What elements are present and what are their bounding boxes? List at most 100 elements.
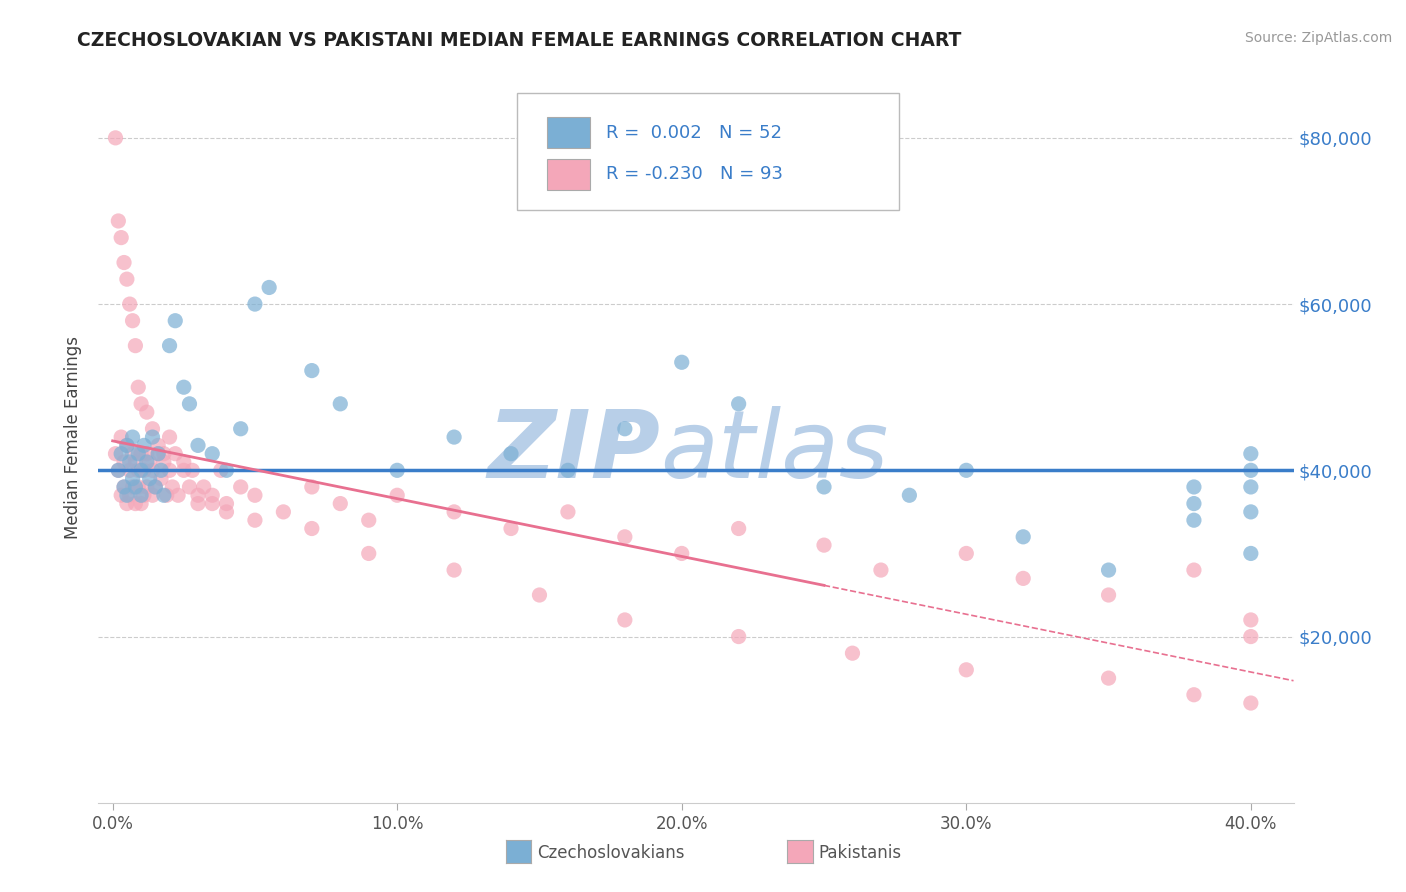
- Point: [187, 438, 209, 452]
- Point: [110, 447, 132, 461]
- Point: [329, 497, 352, 511]
- Point: [148, 438, 170, 452]
- Point: [443, 505, 465, 519]
- Point: [118, 297, 141, 311]
- Point: [193, 480, 215, 494]
- Point: [112, 455, 135, 469]
- Point: [148, 447, 170, 461]
- Point: [179, 480, 201, 494]
- Point: [727, 397, 749, 411]
- Point: [201, 497, 224, 511]
- Point: [150, 472, 173, 486]
- Point: [443, 430, 465, 444]
- Point: [1240, 447, 1263, 461]
- FancyBboxPatch shape: [517, 94, 900, 211]
- Point: [107, 214, 129, 228]
- Point: [165, 447, 187, 461]
- Point: [121, 447, 143, 461]
- Point: [148, 447, 170, 461]
- Point: [135, 480, 157, 494]
- Point: [243, 488, 266, 502]
- Point: [124, 338, 146, 352]
- Point: [132, 438, 155, 452]
- Point: [1182, 563, 1205, 577]
- Point: [1240, 630, 1263, 644]
- Point: [167, 488, 190, 502]
- Point: [121, 480, 143, 494]
- Point: [129, 463, 152, 477]
- Point: [229, 422, 252, 436]
- Text: Czechoslovakians: Czechoslovakians: [537, 844, 685, 862]
- Point: [132, 463, 155, 477]
- Point: [127, 447, 149, 461]
- Point: [129, 497, 152, 511]
- Point: [1182, 497, 1205, 511]
- Point: [115, 488, 138, 502]
- Text: Source: ZipAtlas.com: Source: ZipAtlas.com: [1244, 31, 1392, 45]
- Y-axis label: Median Female Earnings: Median Female Earnings: [65, 335, 83, 539]
- Point: [110, 430, 132, 444]
- Point: [104, 131, 127, 145]
- Point: [110, 488, 132, 502]
- Point: [143, 480, 166, 494]
- Point: [173, 380, 195, 394]
- Point: [613, 613, 636, 627]
- Point: [841, 646, 863, 660]
- Point: [159, 338, 181, 352]
- Point: [1097, 671, 1119, 685]
- Point: [1097, 563, 1119, 577]
- Point: [124, 455, 146, 469]
- Point: [215, 497, 238, 511]
- Point: [443, 563, 465, 577]
- Point: [173, 463, 195, 477]
- Point: [127, 380, 149, 394]
- Point: [557, 463, 579, 477]
- Point: [301, 480, 323, 494]
- Point: [115, 438, 138, 452]
- Point: [159, 463, 181, 477]
- Text: Pakistanis: Pakistanis: [818, 844, 901, 862]
- FancyBboxPatch shape: [547, 118, 589, 148]
- Point: [115, 497, 138, 511]
- Point: [1182, 688, 1205, 702]
- Point: [557, 505, 579, 519]
- Point: [115, 272, 138, 286]
- Point: [129, 397, 152, 411]
- Point: [112, 480, 135, 494]
- Point: [162, 480, 184, 494]
- Point: [110, 230, 132, 244]
- Point: [156, 488, 179, 502]
- Point: [141, 488, 163, 502]
- Point: [955, 546, 977, 560]
- Point: [153, 447, 176, 461]
- Point: [132, 488, 155, 502]
- Point: [1240, 613, 1263, 627]
- Point: [1240, 480, 1263, 494]
- Point: [121, 314, 143, 328]
- Point: [141, 463, 163, 477]
- Point: [671, 546, 693, 560]
- Point: [209, 463, 232, 477]
- Point: [727, 630, 749, 644]
- Point: [138, 472, 160, 486]
- Point: [1182, 480, 1205, 494]
- Point: [135, 405, 157, 419]
- Point: [243, 297, 266, 311]
- Point: [1012, 571, 1035, 585]
- Point: [870, 563, 893, 577]
- Text: CZECHOSLOVAKIAN VS PAKISTANI MEDIAN FEMALE EARNINGS CORRELATION CHART: CZECHOSLOVAKIAN VS PAKISTANI MEDIAN FEMA…: [77, 31, 962, 50]
- Text: R = -0.230   N = 93: R = -0.230 N = 93: [606, 166, 783, 184]
- Point: [301, 521, 323, 535]
- Point: [181, 463, 204, 477]
- Point: [118, 488, 141, 502]
- Text: atlas: atlas: [661, 406, 889, 497]
- Point: [115, 438, 138, 452]
- Point: [529, 588, 551, 602]
- Point: [135, 455, 157, 469]
- Point: [118, 455, 141, 469]
- Point: [179, 397, 201, 411]
- Point: [1182, 513, 1205, 527]
- Point: [201, 488, 224, 502]
- Point: [671, 355, 693, 369]
- Point: [153, 488, 176, 502]
